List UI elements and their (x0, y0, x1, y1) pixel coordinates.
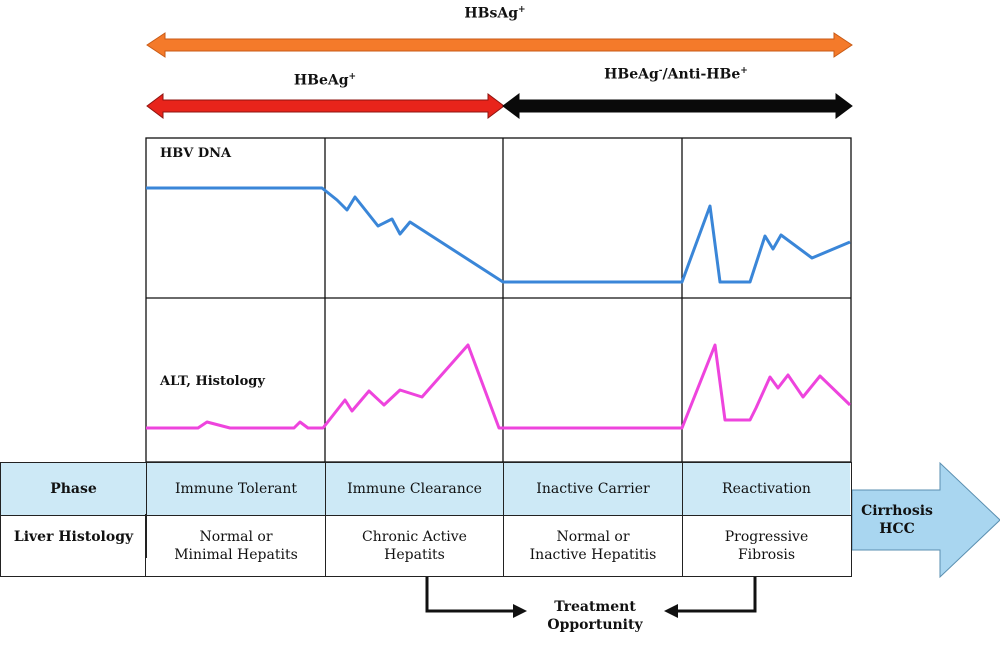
histology-inactive-carrier: Normal or Inactive Hepatitis (504, 515, 683, 576)
outcome-label: Cirrhosis HCC (861, 503, 933, 537)
histology-reactivation: Progressive Fibrosis (724, 528, 809, 563)
hbsag-label: HBsAg+ (464, 5, 526, 22)
table-row-divider (1, 515, 851, 516)
alt-histology-curve (146, 343, 852, 430)
phase-row-header: Phase (1, 463, 147, 515)
hbeag-negative-label: HBeAg-/Anti-HBe+ (604, 66, 748, 83)
phase-reactivation: Reactivation (683, 463, 850, 515)
treatment-opportunity-label: Treatment Opportunity (547, 599, 643, 633)
histology-immune-clearance: Chronic Active Hepatits (326, 515, 504, 576)
phase-immune-tolerant: Immune Tolerant (147, 463, 326, 515)
liver-histology-row-header: Liver Histology (1, 515, 147, 558)
treatment-right-connector (676, 576, 757, 613)
hbv-dna-label: HBV DNA (160, 146, 232, 161)
treatment-right-arrowhead (664, 604, 678, 618)
treatment-left-arrowhead (513, 604, 527, 618)
hbeag-negative-arrow (502, 93, 853, 119)
treatment-bracket (425, 576, 757, 613)
hbsag-arrow (146, 32, 853, 58)
hbv-dna-curve (146, 186, 851, 284)
hbeag-positive-label: HBeAg+ (293, 72, 357, 89)
phase-table: Phase Immune Tolerant Immune Clearance I… (0, 462, 852, 577)
outcome-arrow (851, 461, 1000, 579)
phase-inactive-carrier: Inactive Carrier (504, 463, 683, 515)
table-left-col-border (145, 514, 146, 576)
treatment-left-connector (425, 576, 515, 613)
histology-immune-tolerant: Normal or Minimal Hepatits (147, 515, 326, 576)
phase-immune-clearance: Immune Clearance (326, 463, 504, 515)
hbeag-positive-arrow (146, 93, 505, 119)
alt-histology-label: ALT, Histology (160, 374, 265, 389)
